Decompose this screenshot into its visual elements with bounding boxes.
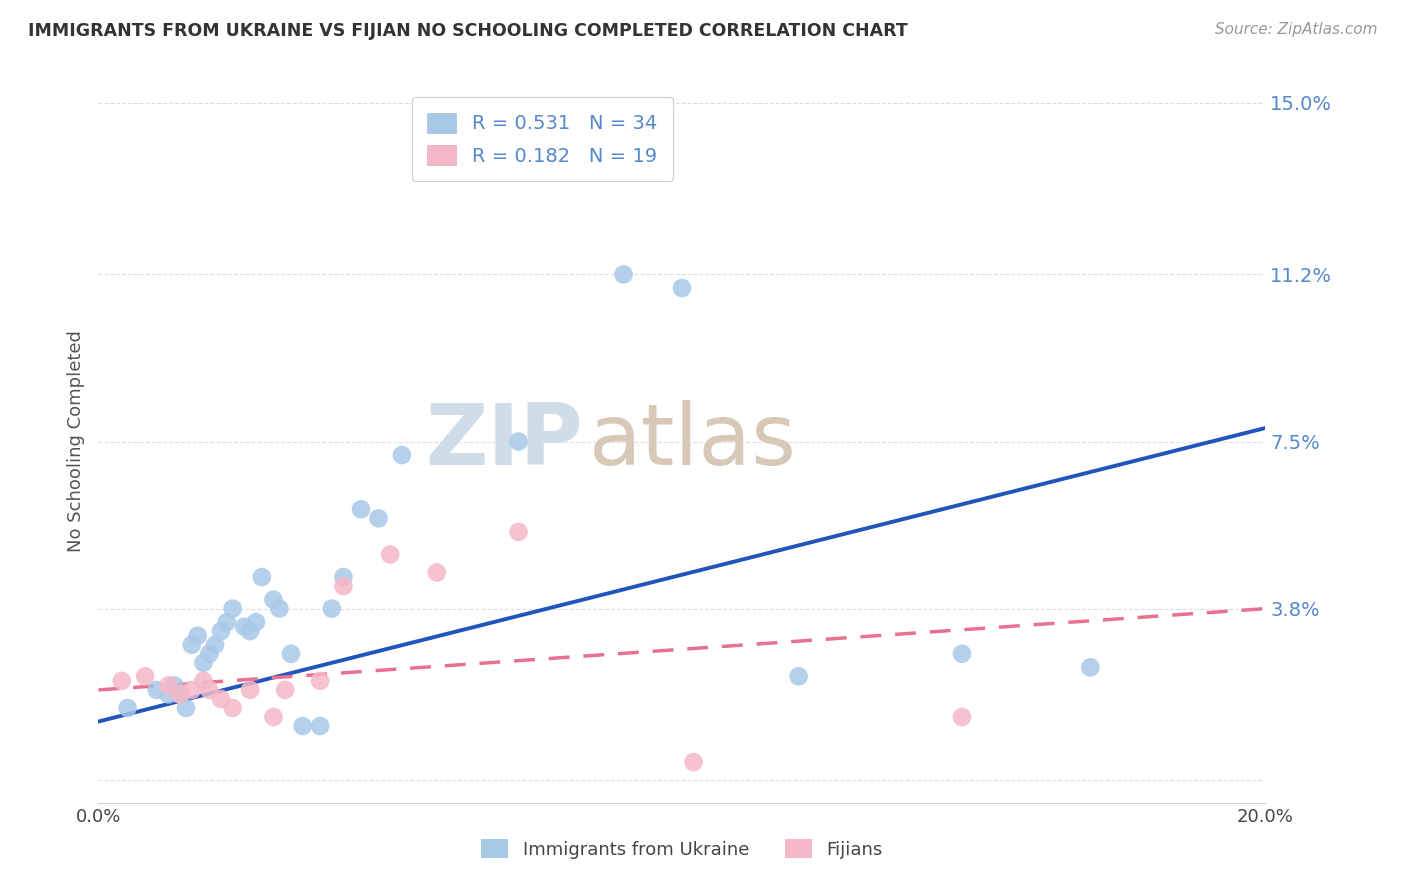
Point [215, 615, 238, 630]
Point [239, 624, 262, 639]
Point [262, 592, 284, 607]
Point [209, 692, 232, 706]
Point [391, 448, 413, 462]
Point [134, 669, 156, 683]
Point [169, 687, 191, 701]
Point [117, 701, 139, 715]
Text: Source: ZipAtlas.com: Source: ZipAtlas.com [1215, 22, 1378, 37]
Point [198, 647, 221, 661]
Point [169, 687, 191, 701]
Point [332, 579, 354, 593]
Legend: Immigrants from Ukraine, Fijians: Immigrants from Ukraine, Fijians [474, 832, 890, 866]
Point [380, 548, 402, 562]
Point [146, 682, 169, 697]
Point [269, 601, 291, 615]
Text: ZIP: ZIP [425, 400, 582, 483]
Point [508, 434, 530, 449]
Point [193, 656, 215, 670]
Point [111, 673, 134, 688]
Text: IMMIGRANTS FROM UKRAINE VS FIJIAN NO SCHOOLING COMPLETED CORRELATION CHART: IMMIGRANTS FROM UKRAINE VS FIJIAN NO SCH… [28, 22, 908, 40]
Point [245, 615, 267, 630]
Point [350, 502, 373, 516]
Point [309, 673, 332, 688]
Point [221, 701, 243, 715]
Point [367, 511, 389, 525]
Point [163, 678, 186, 692]
Point [332, 570, 354, 584]
Point [274, 682, 297, 697]
Point [209, 624, 232, 639]
Point [204, 638, 226, 652]
Point [950, 647, 973, 661]
Text: atlas: atlas [589, 400, 797, 483]
Point [321, 601, 343, 615]
Point [787, 669, 810, 683]
Point [221, 601, 243, 615]
Point [180, 638, 202, 652]
Point [180, 682, 202, 697]
Point [291, 719, 314, 733]
Point [157, 678, 180, 692]
Point [262, 710, 284, 724]
Y-axis label: No Schooling Completed: No Schooling Completed [66, 331, 84, 552]
Point [198, 682, 221, 697]
Point [193, 673, 215, 688]
Point [233, 620, 256, 634]
Point [187, 629, 209, 643]
Point [239, 682, 262, 697]
Point [612, 268, 634, 282]
Point [426, 566, 449, 580]
Point [682, 755, 704, 769]
Point [309, 719, 332, 733]
Point [950, 710, 973, 724]
Point [250, 570, 273, 584]
Point [280, 647, 302, 661]
Point [174, 701, 197, 715]
Point [157, 687, 180, 701]
Point [671, 281, 693, 295]
Point [1080, 660, 1102, 674]
Point [508, 524, 530, 539]
